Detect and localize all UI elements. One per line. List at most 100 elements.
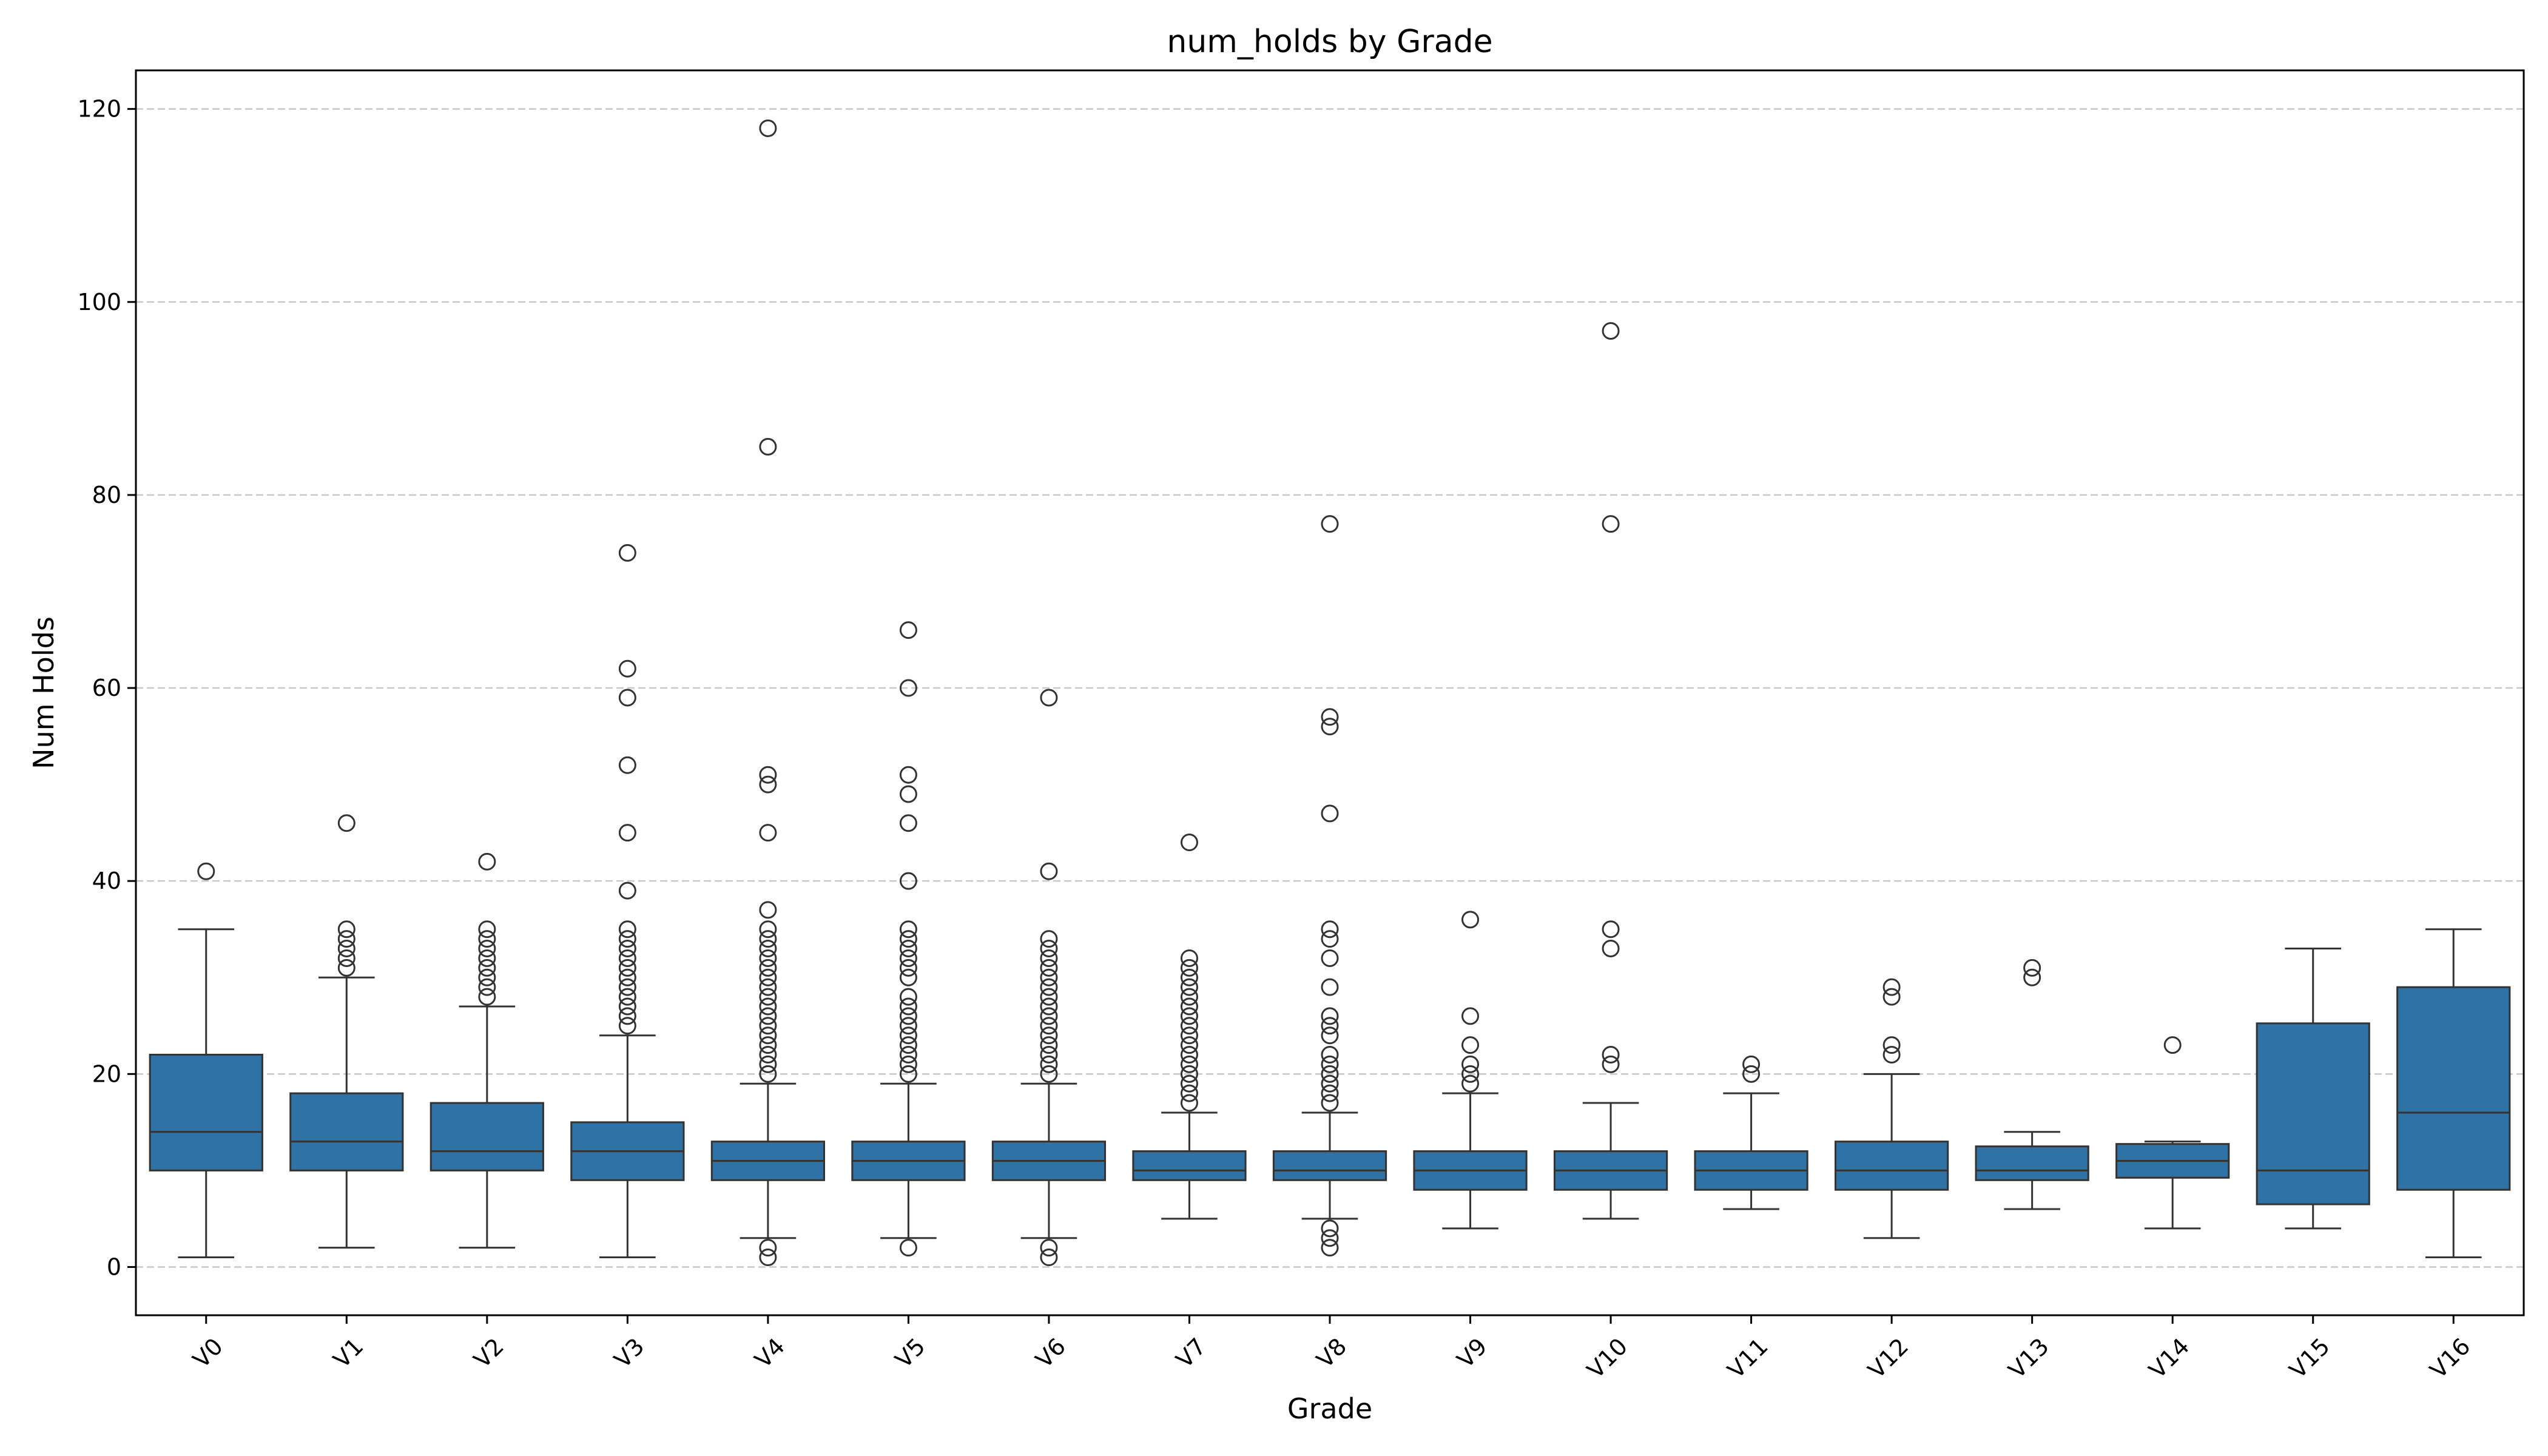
outlier-point (618, 978, 636, 996)
x-tick-label: V2 (468, 1333, 509, 1373)
outlier-point (1321, 1074, 1339, 1093)
outlier-point (1180, 1084, 1198, 1102)
outlier-point (759, 766, 777, 784)
outlier-point (1321, 804, 1339, 823)
outlier-point (478, 920, 496, 939)
outlier-point (1321, 1229, 1339, 1247)
outlier-point (1321, 978, 1339, 996)
outlier-point (759, 997, 777, 1016)
outlier-point (478, 968, 496, 986)
outlier-point (1180, 1026, 1198, 1045)
outlier-point (1040, 1065, 1058, 1083)
iqr-box (2256, 1022, 2370, 1205)
x-tick-label: V4 (749, 1333, 790, 1373)
outlier-point (618, 881, 636, 900)
outlier-point (1321, 1065, 1339, 1083)
outlier-point (1180, 1055, 1198, 1073)
outlier-point (1180, 959, 1198, 977)
x-tick-label: V9 (1452, 1333, 1492, 1373)
outlier-point (337, 940, 356, 958)
box-v9 (1413, 911, 1528, 1230)
outlier-point (1602, 515, 1620, 533)
outlier-point (759, 978, 777, 996)
box-v5 (851, 621, 966, 1257)
outlier-point (759, 920, 777, 939)
outlier-point (1040, 862, 1058, 880)
box-v3 (570, 544, 685, 1259)
outlier-point (899, 920, 917, 939)
outlier-point (478, 978, 496, 996)
outlier-point (1742, 1055, 1761, 1073)
y-tick-label: 80 (92, 482, 121, 508)
outlier-point (759, 437, 777, 456)
outlier-point (1180, 968, 1198, 986)
outlier-point (1180, 1074, 1198, 1093)
outlier-point (1602, 1046, 1620, 1064)
box-v8 (1272, 515, 1387, 1257)
outlier-point (1461, 911, 1480, 929)
outlier-point (759, 959, 777, 977)
outlier-point (1040, 1036, 1058, 1054)
iqr-box (430, 1102, 544, 1171)
outlier-point (1461, 1074, 1480, 1093)
box-v2 (430, 852, 544, 1249)
outlier-point (1180, 1007, 1198, 1025)
outlier-point (759, 119, 777, 137)
outlier-point (337, 930, 356, 948)
x-tick-label: V3 (609, 1333, 650, 1373)
outlier-point (759, 1239, 777, 1257)
outlier-point (899, 1007, 917, 1025)
iqr-box (1835, 1141, 1949, 1191)
outlier-point (899, 1055, 917, 1073)
x-tick-label: V7 (1171, 1333, 1212, 1373)
outlier-point (759, 775, 777, 794)
outlier-point (337, 949, 356, 967)
outlier-point (1321, 1239, 1339, 1257)
y-tick-label: 60 (92, 675, 121, 701)
outlier-point (618, 930, 636, 948)
outlier-point (618, 756, 636, 774)
outlier-point (618, 659, 636, 678)
outlier-point (1461, 1055, 1480, 1073)
x-tick-label: V1 (328, 1333, 369, 1373)
outlier-point (1321, 1219, 1339, 1238)
box-v10 (1553, 322, 1668, 1220)
outlier-point (759, 949, 777, 967)
x-tick-label: V0 (187, 1333, 228, 1373)
x-tick-label: V13 (2003, 1333, 2054, 1384)
outlier-point (1321, 708, 1339, 726)
outlier-point (1882, 1036, 1901, 1054)
x-tick-label: V12 (1863, 1333, 1914, 1384)
outlier-point (1321, 1007, 1339, 1025)
outlier-point (1321, 920, 1339, 939)
y-tick-label: 100 (77, 289, 121, 315)
outlier-point (618, 824, 636, 842)
outlier-point (1461, 1065, 1480, 1083)
outlier-point (2023, 959, 2041, 977)
iqr-box (149, 1054, 263, 1171)
x-tick-label: V5 (890, 1333, 931, 1373)
gridlines (136, 108, 2524, 1268)
outlier-point (1040, 1249, 1058, 1267)
outlier-point (899, 1036, 917, 1054)
outlier-point (337, 959, 356, 977)
outlier-point (618, 689, 636, 707)
outlier-point (1040, 1046, 1058, 1064)
outlier-point (1461, 1007, 1480, 1025)
outlier-point (1040, 949, 1058, 967)
outlier-point (899, 679, 917, 697)
outlier-point (1321, 1017, 1339, 1035)
outlier-point (759, 988, 777, 1006)
outlier-point (1321, 1084, 1339, 1102)
outlier-point (1040, 1055, 1058, 1073)
box-v4 (710, 119, 825, 1267)
box-v1 (289, 814, 404, 1249)
outlier-point (1882, 978, 1901, 996)
x-tick-label: V10 (1582, 1333, 1633, 1384)
outlier-point (1180, 988, 1198, 1006)
outlier-point (1180, 1094, 1198, 1112)
y-axis-label: Num Holds (27, 616, 60, 769)
x-tick-label: V11 (1722, 1333, 1773, 1384)
box-v0 (149, 862, 263, 1259)
